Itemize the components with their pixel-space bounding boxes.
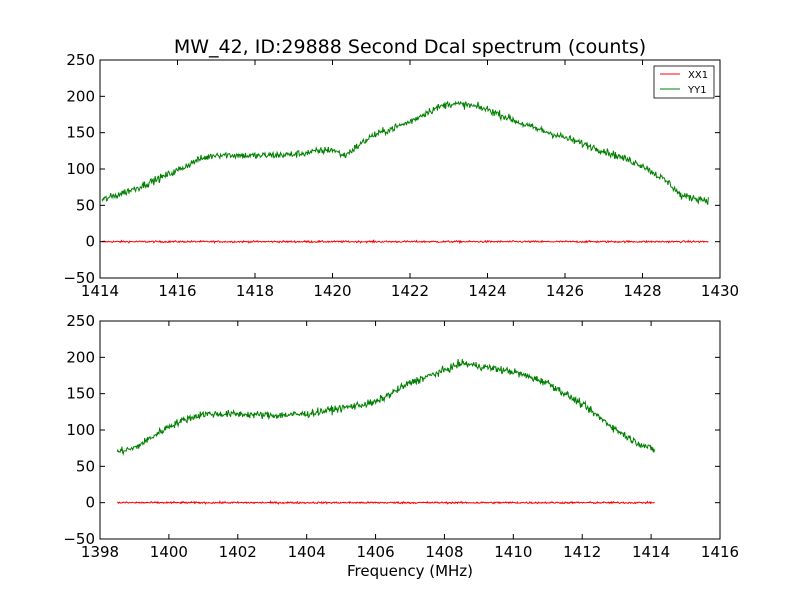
x-tick-label: 1422: [391, 282, 429, 300]
x-tick-label: 1420: [313, 282, 351, 300]
y-tick-label: 100: [66, 160, 95, 178]
x-tick-label: 1402: [219, 543, 257, 561]
y-tick-label: 100: [66, 421, 95, 439]
x-tick-label: 1426: [546, 282, 584, 300]
y-tick-label: 150: [66, 385, 95, 403]
y-tick-label: 150: [66, 124, 95, 142]
figure-title: MW_42, ID:29888 Second Dcal spectrum (co…: [174, 36, 646, 58]
top-plot-series: [101, 100, 709, 244]
x-tick-label: 1408: [425, 543, 463, 561]
y-tick-label: −50: [63, 530, 95, 548]
x-tick-label: 1412: [563, 543, 601, 561]
x-axis-label: Frequency (MHz): [347, 562, 473, 580]
x-tick-label: 1416: [158, 282, 196, 300]
bottom-plot-axes: 1398 1400 1402 1404 1406 1408 1410 1412 1414 1416…: [63, 312, 739, 561]
x-tick-label: 1430: [701, 282, 739, 300]
series-line-yy1: [116, 359, 656, 456]
y-tick-label: 0: [85, 233, 95, 251]
y-tick-label: 50: [76, 457, 95, 475]
x-tick-label: 1416: [701, 543, 739, 561]
top-plot: 1414 1416 1418 1420 1422 1424 1426 1428 1430 −50 0…: [63, 51, 739, 300]
series-line-xx1: [117, 500, 655, 505]
bottom-plot: 1398 1400 1402 1404 1406 1408 1410 1412 1414 1416…: [63, 312, 739, 580]
x-tick-label: 1406: [356, 543, 394, 561]
legend-label-xx1: XX1: [688, 70, 708, 81]
x-tick-label: 1428: [623, 282, 661, 300]
x-tick-label: 1418: [236, 282, 274, 300]
series-line-xx1: [101, 239, 709, 244]
y-tick-label: 250: [66, 51, 95, 69]
y-tick-label: −50: [63, 269, 95, 287]
legend-box: [653, 65, 715, 99]
x-tick-label: 1414: [632, 543, 670, 561]
x-tick-label: 1414: [81, 282, 119, 300]
series-line-yy1: [101, 100, 709, 205]
x-tick-label: 1424: [468, 282, 506, 300]
x-tick-label: 1398: [81, 543, 119, 561]
x-tick-label: 1404: [288, 543, 326, 561]
y-tick-label: 250: [66, 312, 95, 330]
y-tick-label: 200: [66, 348, 95, 366]
y-tick-label: 200: [66, 87, 95, 105]
bottom-plot-series: [116, 359, 656, 505]
y-tick-label: 50: [76, 196, 95, 214]
y-tick-label: 0: [85, 494, 95, 512]
bottom-plot-frame: [99, 320, 721, 540]
top-plot-axes: 1414 1416 1418 1420 1422 1424 1426 1428 1430 −50 0…: [63, 51, 739, 300]
x-tick-label: 1400: [150, 543, 188, 561]
legend-label-yy1: YY1: [687, 85, 707, 96]
legend: XX1 YY1: [653, 65, 715, 99]
top-plot-frame: [99, 59, 721, 279]
x-tick-label: 1410: [494, 543, 532, 561]
